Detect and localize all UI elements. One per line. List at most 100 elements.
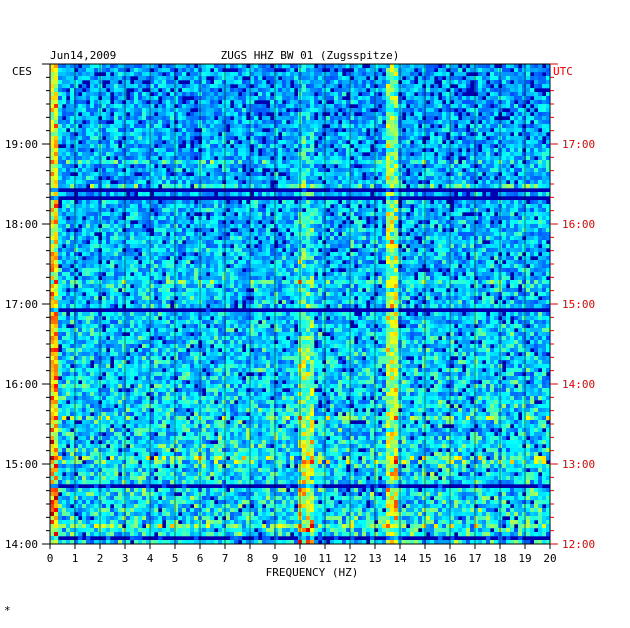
heatmap-cell (150, 148, 155, 153)
heatmap-cell (338, 180, 343, 185)
heatmap-cell (262, 208, 267, 213)
heatmap-cell (302, 84, 307, 89)
heatmap-cell (426, 80, 431, 85)
heatmap-cell (434, 128, 439, 133)
heatmap-cell (482, 116, 487, 121)
heatmap-cell (194, 92, 199, 97)
heatmap-cell (362, 92, 367, 97)
heatmap-cell (438, 208, 443, 213)
heatmap-cell (470, 140, 475, 145)
heatmap-cell (370, 124, 375, 129)
heatmap-cell (78, 116, 83, 121)
heatmap-cell (262, 96, 267, 101)
heatmap-cell (146, 96, 151, 101)
heatmap-cell (478, 220, 483, 225)
heatmap-cell (422, 232, 427, 237)
heatmap-cell (202, 64, 207, 69)
heatmap-cell (58, 128, 63, 133)
heatmap-cell (494, 184, 499, 189)
heatmap-cell (250, 220, 255, 225)
heatmap-cell (62, 248, 67, 253)
heatmap-cell (362, 68, 367, 73)
heatmap-cell (494, 208, 499, 213)
heatmap-cell (410, 68, 415, 73)
heatmap-cell (70, 104, 75, 109)
heatmap-cell (526, 208, 531, 213)
heatmap-cell (534, 104, 539, 109)
heatmap-cell (474, 128, 479, 133)
heatmap-cell (302, 212, 307, 217)
heatmap-cell (422, 184, 427, 189)
heatmap-cell (274, 156, 279, 161)
heatmap-cell (238, 104, 243, 109)
heatmap-cell (442, 216, 447, 221)
heatmap-cell (478, 240, 483, 245)
heatmap-cell (390, 144, 395, 149)
heatmap-cell (94, 132, 99, 137)
heatmap-cell (262, 64, 267, 69)
heatmap-cell (486, 172, 491, 177)
heatmap-cell (294, 160, 299, 165)
heatmap-cell (462, 72, 467, 77)
heatmap-cell (314, 104, 319, 109)
heatmap-cell (374, 104, 379, 109)
heatmap-cell (70, 108, 75, 113)
heatmap-cell (254, 76, 259, 81)
heatmap-cell (318, 232, 323, 237)
heatmap-cell (170, 64, 175, 69)
heatmap-cell (278, 164, 283, 169)
heatmap-cell (182, 104, 187, 109)
heatmap-cell (110, 224, 115, 229)
heatmap-cell (210, 112, 215, 117)
heatmap-cell (478, 152, 483, 157)
heatmap-cell (82, 144, 87, 149)
heatmap-cell (130, 168, 135, 173)
heatmap-cell (82, 192, 87, 197)
heatmap-cell (266, 96, 271, 101)
heatmap-cell (138, 184, 143, 189)
heatmap-cell (458, 100, 463, 105)
heatmap-cell (546, 76, 551, 81)
heatmap-cell (546, 168, 551, 173)
heatmap-cell (330, 244, 335, 249)
heatmap-cell (342, 124, 347, 129)
heatmap-cell (82, 172, 87, 177)
heatmap-cell (326, 132, 331, 137)
heatmap-cell (438, 164, 443, 169)
heatmap-cell (214, 108, 219, 113)
heatmap-cell (458, 180, 463, 185)
heatmap-cell (206, 176, 211, 181)
heatmap-cell (466, 156, 471, 161)
heatmap-cell (394, 84, 399, 89)
heatmap-cell (174, 176, 179, 181)
heatmap-cell (70, 228, 75, 233)
heatmap-cell (290, 216, 295, 221)
heatmap-cell (166, 172, 171, 177)
heatmap-cell (70, 76, 75, 81)
heatmap-cell (386, 188, 391, 193)
heatmap-cell (434, 168, 439, 173)
heatmap-cell (62, 204, 67, 209)
heatmap-cell (538, 192, 543, 197)
heatmap-cell (358, 88, 363, 93)
heatmap-cell (526, 232, 531, 237)
heatmap-cell (58, 192, 63, 197)
heatmap-cell (182, 160, 187, 165)
heatmap-cell (262, 80, 267, 85)
heatmap-cell (182, 176, 187, 181)
heatmap-cell (342, 132, 347, 137)
heatmap-cell (330, 84, 335, 89)
heatmap-cell (538, 152, 543, 157)
heatmap-cell (154, 140, 159, 145)
heatmap-cell (218, 104, 223, 109)
heatmap-cell (518, 172, 523, 177)
heatmap-cell (486, 68, 491, 73)
heatmap-cell (366, 72, 371, 77)
heatmap-cell (278, 64, 283, 69)
heatmap-cell (190, 64, 195, 69)
heatmap-cell (518, 136, 523, 141)
heatmap-cell (150, 108, 155, 113)
heatmap-cell (462, 148, 467, 153)
heatmap-cell (450, 108, 455, 113)
heatmap-cell (442, 144, 447, 149)
